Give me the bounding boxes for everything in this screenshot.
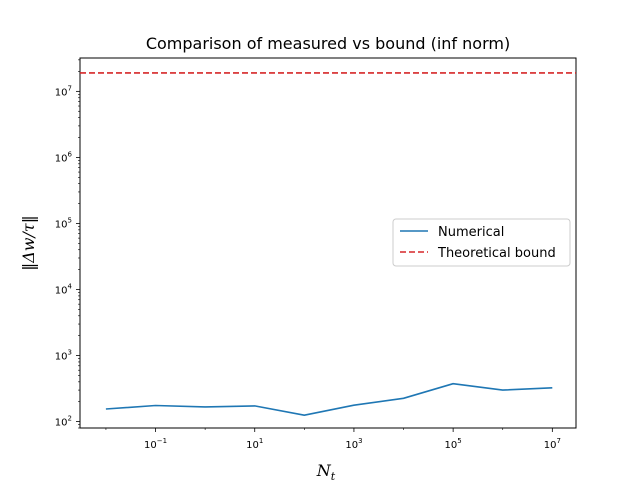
x-tick-label-4-base: 10 xyxy=(544,440,557,451)
x-axis-ticks: 10−1 101 103 105 107 xyxy=(105,428,561,451)
x-tick-label-2-exponent: 3 xyxy=(358,437,362,445)
y-tick-label-2-exponent: 4 xyxy=(68,283,73,291)
x-tick-label-0: 10−1 xyxy=(144,437,167,451)
y-tick-label-1: 103 xyxy=(55,349,72,363)
x-tick-label-2-base: 10 xyxy=(345,440,358,451)
y-tick-label-0: 102 xyxy=(55,415,72,429)
y-tick-label-3-exponent: 5 xyxy=(68,216,72,224)
x-tick-label-2: 103 xyxy=(345,437,362,451)
legend-label-0: Numerical xyxy=(438,225,504,240)
y-tick-label-5: 107 xyxy=(55,84,72,98)
plot-frame xyxy=(79,57,577,429)
x-tick-label-3-exponent: 5 xyxy=(457,437,461,445)
y-tick-label-1-exponent: 3 xyxy=(68,349,72,357)
x-tick-label-3: 105 xyxy=(445,437,462,451)
legend-box xyxy=(392,218,571,267)
x-tick-label-1: 101 xyxy=(246,437,263,451)
y-tick-label-1-base: 10 xyxy=(55,352,68,363)
y-tick-label-5-exponent: 7 xyxy=(68,84,72,92)
x-axis-label: Nt xyxy=(316,461,336,480)
y-tick-label-0-exponent: 2 xyxy=(68,415,72,423)
y-tick-label-0-base: 10 xyxy=(55,418,68,429)
legend-label-1: Theoretical bound xyxy=(437,246,556,261)
x-tick-label-3-base: 10 xyxy=(445,440,458,451)
x-tick-label-1-base: 10 xyxy=(246,440,259,451)
x-axis-label-subscript: t xyxy=(331,470,336,480)
y-tick-label-5-base: 10 xyxy=(55,87,68,98)
y-tick-label-2-base: 10 xyxy=(55,286,68,297)
chart-title: Comparison of measured vs bound (inf nor… xyxy=(146,34,510,53)
y-tick-label-3-base: 10 xyxy=(55,219,68,230)
y-tick-label-4-base: 10 xyxy=(55,153,68,164)
x-tick-label-4: 107 xyxy=(544,437,561,451)
series-layer xyxy=(80,72,576,417)
x-tick-label-4-exponent: 7 xyxy=(556,437,560,445)
y-tick-label-4: 106 xyxy=(55,150,73,164)
legend: Numerical Theoretical bound xyxy=(392,218,571,267)
x-tick-label-1-exponent: 1 xyxy=(259,437,263,445)
x-tick-label-0-base: 10 xyxy=(144,440,157,451)
y-tick-label-2: 104 xyxy=(55,283,73,297)
numerical-series-line xyxy=(105,382,553,417)
y-tick-label-4-exponent: 6 xyxy=(68,150,73,158)
y-tick-label-3: 105 xyxy=(55,216,72,230)
x-tick-label-0-exponent: −1 xyxy=(157,437,167,445)
y-axis-label: ‖Δw/τ‖ xyxy=(19,215,38,271)
